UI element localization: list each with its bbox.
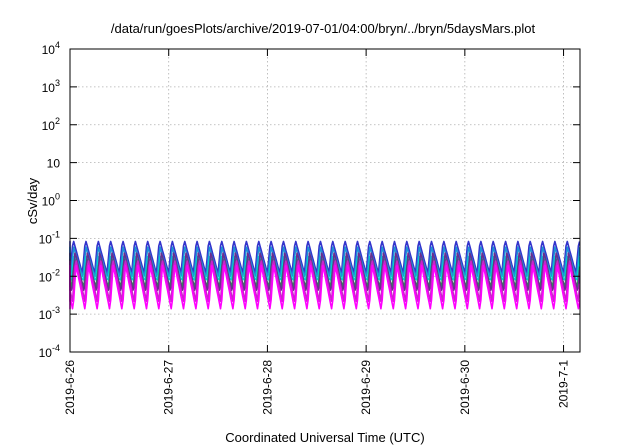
y-axis-tick-labels: 10-4 10-3 10-2 10-1 100 10 102 103 104 [39,40,61,360]
plot-frame [69,48,581,353]
y-tick-label: 10-1 [39,229,60,246]
x-tick-label: 2019-7-1 [557,360,571,408]
x-axis-tick-labels: 2019-6-26 2019-6-27 2019-6-28 2019-6-29 2019… [63,360,571,415]
x-tick-label: 2019-6-27 [162,360,176,415]
y-tick-label: 104 [42,40,60,57]
y-tick-label: 102 [42,116,60,133]
series-line [69,255,581,281]
y-tick-label: 100 [42,192,60,209]
data-series [69,240,581,310]
y-tick-label: 10-3 [39,305,60,322]
series-line [69,260,581,303]
y-tick-label: 10-2 [39,267,60,284]
y-tick-label: 103 [42,78,60,95]
y-tick-label: 10 [47,157,61,171]
x-tick-label: 2019-6-28 [260,360,274,415]
series-line [69,252,581,292]
series-line [69,240,581,275]
chart-title: /data/run/goesPlots/archive/2019-07-01/0… [111,21,536,36]
x-axis-label: Coordinated Universal Time (UTC) [225,430,424,445]
x-tick-label: 2019-6-29 [359,360,373,415]
y-axis-label: cSv/day [25,177,40,224]
series-line [69,246,581,278]
x-tick-label: 2019-6-30 [458,360,472,415]
series-line [69,264,581,310]
y-tick-label: 10-4 [39,343,60,360]
x-tick-label: 2019-6-26 [63,360,77,415]
